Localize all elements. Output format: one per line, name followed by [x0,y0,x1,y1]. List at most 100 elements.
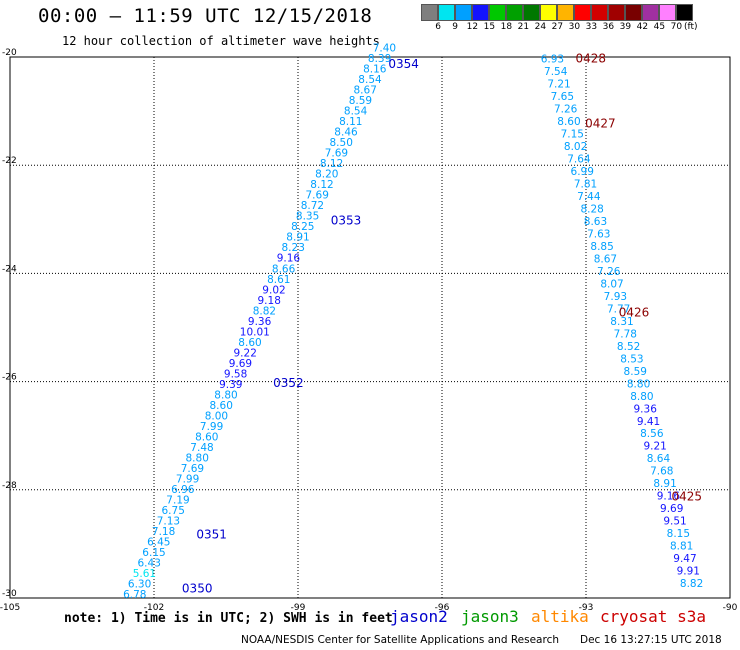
x-tick-label: -96 [435,603,450,613]
swh-value-jason2: 8.80 [214,389,237,401]
legend-unit: (ft) [684,22,698,32]
footer-note: note: 1) Time is in UTC; 2) SWH is in fe… [64,611,393,626]
swh-value-jason2: 6.43 [138,557,161,569]
swh-value-jason2: 6.75 [162,505,185,517]
swh-value-jason2: 5.61 [133,568,156,580]
swh-value-jason2: 9.69 [229,358,252,370]
swh-value-cryosat: 7.77 [607,303,630,315]
swh-value-jason2: 8.46 [334,127,358,139]
satellite-label-jason3: jason3 [461,607,519,626]
swh-value-jason2: 8.59 [349,95,372,107]
swh-value-cryosat: 7.63 [587,228,610,240]
swh-value-jason2: 8.72 [301,200,324,212]
legend-swatch-24 [540,4,557,21]
swh-value-cryosat: 8.63 [584,216,607,228]
swh-value-jason2: 7.69 [306,190,329,202]
legend-label: 39 [619,22,632,32]
swh-value-jason2: 6.78 [123,589,146,601]
time-label-jason2: 0350 [182,582,213,596]
swh-value-cryosat: 8.60 [557,116,580,128]
time-label-jason2: 0353 [331,214,362,228]
legend-label: 27 [551,22,564,32]
swh-value-cryosat: 8.81 [670,541,693,553]
swh-value-cryosat: 8.56 [640,428,664,440]
satellite-label-altika: altika [531,607,589,626]
swh-value-jason2: 9.22 [234,347,257,359]
time-label-cryosat: 0425 [672,490,703,504]
swh-value-jason2: 8.67 [354,85,377,97]
swh-value-jason2: 8.12 [320,158,343,170]
swh-value-jason2: 7.99 [200,421,223,433]
legend-label: 9 [452,22,459,32]
swh-value-jason2: 8.35 [296,211,319,223]
legend-swatch-6 [438,4,455,21]
legend-labels: 6 9 12 15 18 21 24 27 30 33 36 39 42 45 70 (ft) [421,21,697,33]
swh-value-cryosat: 8.28 [580,203,603,215]
x-tick-label: -105 [0,603,20,613]
swh-value-jason2: 9.16 [277,253,301,265]
legend-label: 6 [435,22,442,32]
swh-value-cryosat: 8.52 [617,341,640,353]
swh-value-jason2: 9.02 [262,284,285,296]
swh-value-jason2: 7.69 [325,148,348,160]
swh-value-jason2: 8.54 [358,74,382,86]
legend-swatch-30 [574,4,591,21]
legend-swatch-33 [591,4,608,21]
swh-value-jason2: 8.60 [210,400,233,412]
swh-value-jason2: 8.61 [267,274,290,286]
swh-value-cryosat: 7.64 [567,153,591,165]
swh-value-jason2: 8.20 [315,169,338,181]
time-label-cryosat: 0426 [619,306,650,320]
swh-value-jason2: 8.39 [368,53,391,65]
swh-value-jason2: 9.58 [224,368,247,380]
x-tick-label: -99 [291,603,306,613]
swh-value-cryosat: 8.64 [647,453,671,465]
swh-value-cryosat: 8.53 [620,353,643,365]
time-label-cryosat: 0428 [576,51,607,65]
swh-value-jason2: 9.39 [219,379,242,391]
x-tick-label: -90 [723,603,738,613]
swh-value-jason2: 8.16 [363,64,387,76]
y-tick-label: -20 [2,48,17,58]
page-subtitle: 12 hour collection of altimeter wave hei… [62,34,380,48]
legend-swatch-42 [642,4,659,21]
swh-value-jason2: 6.45 [147,536,170,548]
swh-value-cryosat: 8.85 [590,241,613,253]
swh-value-jason2: 8.60 [238,337,261,349]
y-tick-label: -22 [2,156,17,166]
time-label-cryosat: 0427 [585,116,616,130]
swh-value-jason2: 7.48 [190,442,213,454]
swh-value-jason2: 8.25 [291,221,314,233]
swh-value-jason2: 8.23 [282,242,305,254]
time-label-jason2: 0354 [388,57,419,71]
swh-value-cryosat: 8.15 [667,528,690,540]
legend-swatch-39 [625,4,642,21]
swh-value-cryosat: 9.21 [643,441,666,453]
swh-value-cryosat: 7.78 [614,328,637,340]
swh-value-cryosat: 8.80 [627,378,650,390]
swh-value-cryosat: 6.93 [541,53,564,65]
legend-swatch-21 [523,4,540,21]
swh-value-jason2: 7.69 [181,463,204,475]
color-legend: 6 9 12 15 18 21 24 27 30 33 36 39 42 45 70 (ft) [421,4,698,33]
swh-value-jason2: 7.40 [373,43,396,55]
swh-value-cryosat: 8.91 [653,478,676,490]
legend-swatch-9 [455,4,472,21]
swh-value-jason2: 8.00 [205,410,228,422]
legend-swatch-3 [421,4,438,21]
legend-label: 30 [568,22,581,32]
legend-label: 36 [602,22,615,32]
swh-value-jason2: 7.19 [166,494,189,506]
legend-label: 24 [534,22,547,32]
legend-label: 15 [483,22,496,32]
swh-value-jason2: 8.80 [186,452,209,464]
swh-value-jason2: 7.13 [157,515,180,527]
y-tick-label: -26 [2,373,17,383]
legend-label: 70 [670,22,683,32]
swh-value-cryosat: 8.80 [630,391,653,403]
legend-swatch-12 [472,4,489,21]
swh-value-jason2: 8.60 [195,431,218,443]
swh-value-jason2: 8.91 [286,232,309,244]
swh-value-cryosat: 9.36 [634,403,658,415]
